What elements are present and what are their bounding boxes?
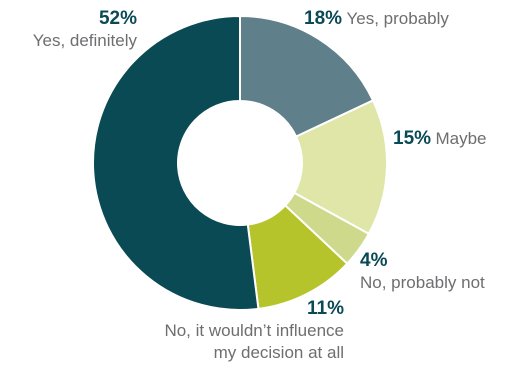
category-label-no-influence-line1: No, it wouldn’t influence (164, 321, 344, 340)
label-yes-definitely: 52% Yes, definitely (33, 8, 137, 52)
value-label-yes-probably: 18% (304, 8, 343, 29)
category-label-no-probably-not: No, probably not (360, 273, 485, 292)
value-label-no-influence: 11% (307, 298, 344, 319)
slice-yes-probably (239, 14, 375, 138)
value-label-maybe: 15% (393, 128, 432, 149)
category-label-yes-probably: Yes, probably (346, 9, 449, 28)
slice-maybe (292, 99, 388, 236)
value-label-no-probably-not: 4% (360, 250, 388, 271)
label-no-influence: 11% No, it wouldn’t influence my decisio… (164, 298, 344, 364)
slice-yes-definitely (92, 14, 260, 311)
category-label-no-influence-line2: my decision at all (213, 343, 344, 362)
label-yes-probably: 18% Yes, probably (304, 8, 449, 31)
label-no-probably-not: 4% No, probably not (360, 250, 485, 294)
category-label-maybe: Maybe (435, 129, 487, 148)
label-maybe: 15% Maybe (393, 128, 487, 151)
value-label-yes-definitely: 52% (98, 8, 137, 29)
category-label-yes-definitely: Yes, definitely (32, 31, 137, 50)
